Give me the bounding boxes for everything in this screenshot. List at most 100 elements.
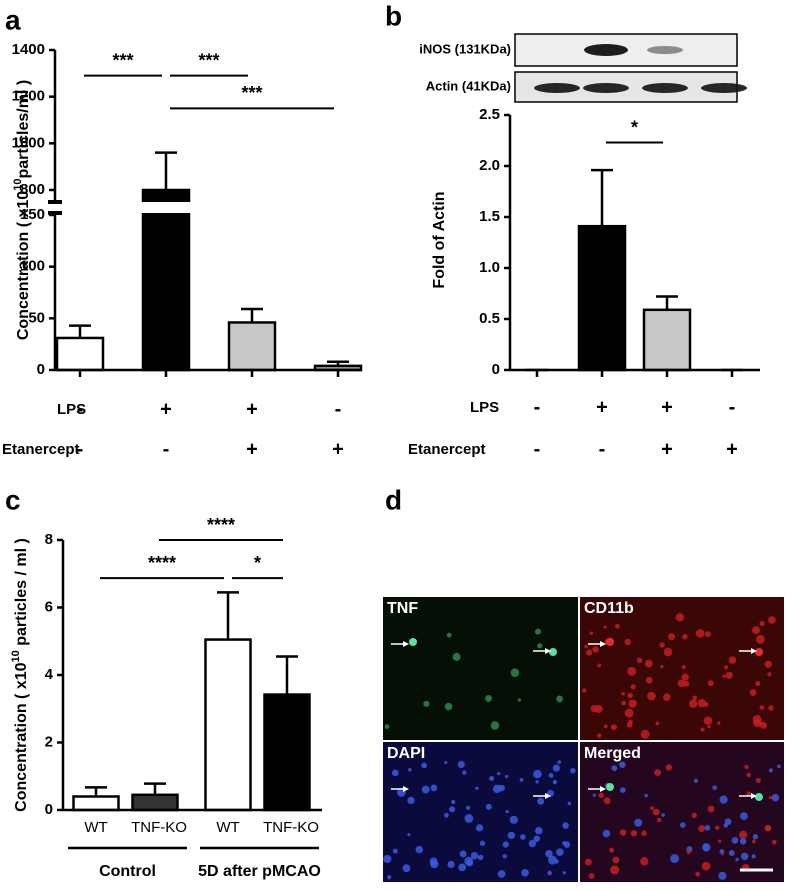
blot-band: [701, 83, 747, 93]
cell: [751, 854, 756, 859]
cell: [771, 839, 777, 845]
cell: [507, 831, 516, 840]
cell: [611, 765, 618, 772]
cell: [588, 873, 595, 879]
cell: [728, 850, 735, 857]
cell: [641, 830, 647, 837]
panel-label: a: [5, 4, 21, 35]
cell: [731, 836, 739, 844]
cell: [717, 721, 721, 725]
arrow-head: [751, 793, 757, 799]
cell: [384, 724, 390, 729]
cell: [392, 848, 398, 854]
cell: [665, 764, 672, 771]
cell: [505, 809, 509, 814]
significance-label: ****: [148, 553, 176, 573]
cell: [771, 793, 780, 802]
cell: [661, 813, 665, 817]
arrow-head: [600, 786, 606, 792]
cell: [627, 692, 633, 699]
cell: [517, 698, 522, 702]
cell: [677, 679, 686, 688]
cell: [663, 647, 673, 657]
cell: [592, 793, 596, 797]
cell: [689, 699, 698, 708]
cell: [497, 870, 506, 878]
tile-label: TNF: [387, 600, 418, 617]
cell: [703, 843, 708, 848]
cell: [627, 666, 637, 676]
cell: [718, 839, 722, 843]
cell: [603, 724, 608, 729]
significance-label: ***: [241, 83, 262, 103]
y-axis-label-rest: particles / ml ): [13, 538, 30, 650]
arrow-head: [751, 648, 757, 654]
cell: [660, 664, 664, 669]
cell: [650, 806, 654, 811]
blot-band: [584, 44, 628, 56]
significance-label: ***: [112, 50, 133, 70]
cell: [556, 695, 564, 703]
cell: [759, 705, 765, 710]
cell: [609, 847, 615, 853]
cell: [444, 702, 453, 711]
cell: [740, 852, 749, 861]
cell: [444, 760, 448, 765]
significance-label: *: [631, 117, 638, 137]
y-axis-label: Concentration ( x1010 particles / ml ): [10, 538, 30, 812]
cell: [562, 822, 569, 829]
cell: [739, 837, 747, 845]
condition-sign: -: [77, 438, 84, 460]
cell: [570, 767, 576, 774]
cell: [749, 689, 757, 696]
cell: [475, 824, 484, 832]
cell: [768, 616, 776, 624]
x-tick-label: WT: [84, 819, 107, 836]
cell: [430, 860, 439, 869]
cell: [712, 785, 717, 791]
cell: [768, 795, 772, 800]
cell: [715, 825, 720, 830]
arrow-head: [600, 641, 606, 647]
cell: [615, 623, 620, 629]
cell: [759, 620, 765, 627]
axis-break-gap: [45, 202, 362, 213]
cell: [624, 708, 634, 718]
cell: [718, 871, 727, 880]
cell: [584, 644, 588, 649]
cell: [653, 808, 660, 816]
y-tick-label: 0: [492, 361, 500, 378]
blot-label: iNOS (131KDa): [419, 41, 511, 56]
cell: [681, 665, 686, 670]
bar: [263, 693, 311, 812]
cell: [777, 764, 781, 769]
cell: [755, 680, 761, 687]
y-tick-label: 0: [37, 361, 45, 378]
cell: [597, 663, 602, 668]
cell: [656, 817, 662, 823]
cell: [764, 660, 772, 668]
cell: [746, 791, 752, 797]
cell: [767, 672, 772, 677]
condition-sign: +: [160, 398, 172, 420]
cell: [505, 774, 509, 779]
bar: [131, 793, 179, 812]
cell: [695, 629, 705, 638]
cell: [619, 761, 626, 768]
cell: [537, 643, 543, 649]
cell: [603, 797, 611, 805]
y-axis-label-text: Concentration ( x10: [13, 662, 30, 811]
cell: [686, 850, 691, 855]
y-axis-label: Fold of Actin: [431, 191, 448, 288]
cell: [547, 855, 557, 865]
cell: [466, 805, 471, 810]
cell: [752, 626, 760, 635]
y-tick-label: 0: [45, 801, 53, 818]
cell: [545, 850, 553, 858]
cell: [479, 840, 486, 846]
panel-label: b: [385, 0, 402, 31]
cell: [755, 648, 763, 656]
cell: [752, 715, 762, 724]
cell: [552, 779, 558, 785]
cell: [421, 762, 427, 769]
